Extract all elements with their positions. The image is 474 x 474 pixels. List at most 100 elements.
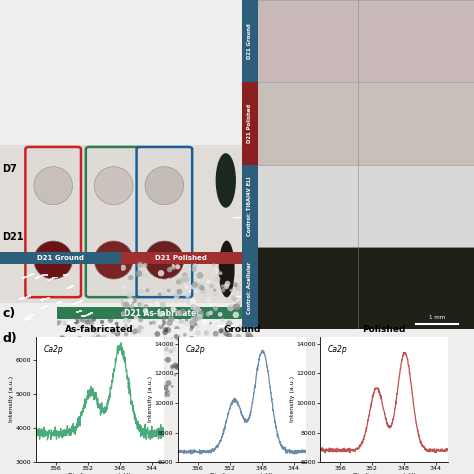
Bar: [59, 301, 62, 303]
Bar: [39, 299, 43, 301]
Point: [201, 143, 208, 150]
Bar: [66, 273, 69, 275]
Bar: [29, 315, 32, 317]
Ellipse shape: [145, 167, 184, 205]
Point: [219, 250, 226, 258]
Point: [249, 173, 257, 181]
Bar: [242, 0, 258, 82]
Bar: [69, 286, 72, 288]
Point: [358, 202, 365, 210]
Bar: [42, 274, 46, 276]
Point: [440, 49, 447, 57]
Bar: [35, 277, 38, 279]
Bar: [71, 303, 73, 305]
Bar: [40, 275, 43, 277]
Point: [338, 201, 346, 209]
Bar: [27, 316, 29, 318]
Bar: [22, 277, 25, 279]
Point: [372, 0, 380, 7]
Bar: [242, 82, 258, 165]
Bar: [28, 318, 31, 319]
Bar: [29, 274, 32, 276]
Point: [330, 329, 338, 337]
Bar: [68, 321, 71, 323]
Ellipse shape: [216, 153, 236, 208]
Point: [285, 338, 293, 346]
Point: [207, 174, 214, 182]
Bar: [64, 274, 66, 276]
Ellipse shape: [94, 167, 133, 205]
Bar: [21, 298, 24, 300]
Point: [259, 83, 266, 91]
Bar: [75, 302, 78, 304]
Bar: [42, 299, 45, 301]
Text: D7: D7: [2, 164, 17, 173]
FancyBboxPatch shape: [26, 147, 81, 297]
Y-axis label: Intensity (a.u.): Intensity (a.u.): [9, 376, 14, 422]
Point: [223, 256, 230, 264]
Bar: [24, 317, 27, 319]
FancyBboxPatch shape: [137, 147, 192, 297]
Bar: [91, 312, 93, 314]
Point: [355, 276, 363, 284]
Y-axis label: Intensity (a.u.): Intensity (a.u.): [148, 376, 153, 422]
Bar: [18, 298, 21, 300]
Title: As-fabricated: As-fabricated: [65, 325, 134, 334]
Text: D21: D21: [2, 231, 24, 242]
Bar: [73, 320, 76, 322]
Text: D21 Ground: D21 Ground: [37, 255, 84, 261]
Point: [341, 117, 349, 124]
Bar: [81, 315, 84, 318]
Text: Ca2p: Ca2p: [43, 346, 63, 355]
Point: [381, 66, 389, 74]
Text: Ca2p: Ca2p: [328, 346, 347, 355]
Point: [449, 229, 457, 237]
Bar: [73, 303, 76, 305]
Point: [238, 191, 246, 198]
Text: Ca2p: Ca2p: [185, 346, 205, 355]
Bar: [27, 275, 30, 277]
Bar: [83, 315, 86, 317]
Point: [291, 21, 298, 29]
Point: [409, 74, 416, 82]
Text: D21 Ground: D21 Ground: [247, 23, 252, 59]
Ellipse shape: [145, 241, 184, 279]
Point: [179, 43, 186, 50]
Bar: [55, 276, 58, 279]
Point: [222, 209, 230, 216]
Bar: [66, 287, 70, 289]
Bar: [47, 279, 50, 281]
Bar: [45, 298, 47, 300]
Bar: [86, 314, 89, 316]
Bar: [76, 311, 79, 313]
Point: [199, 39, 207, 46]
Bar: [56, 302, 59, 304]
Point: [472, 130, 474, 137]
Bar: [23, 319, 27, 321]
Point: [430, 252, 438, 260]
Point: [401, 119, 409, 127]
Bar: [88, 313, 91, 315]
Title: Ground: Ground: [223, 325, 260, 334]
Bar: [242, 247, 258, 329]
Point: [278, 74, 285, 82]
Point: [383, 149, 391, 157]
Point: [346, 60, 354, 68]
Bar: [37, 276, 40, 278]
Bar: [23, 297, 27, 299]
Bar: [31, 273, 35, 275]
Point: [226, 66, 233, 73]
Bar: [46, 305, 49, 307]
Title: Polished: Polished: [362, 325, 406, 334]
Point: [226, 226, 234, 234]
Point: [325, 319, 332, 327]
Bar: [78, 301, 81, 303]
Point: [170, 282, 178, 289]
Text: D21 Polished: D21 Polished: [155, 255, 207, 261]
Bar: [26, 319, 29, 320]
Bar: [65, 322, 69, 324]
Point: [395, 1, 403, 9]
Point: [303, 332, 310, 339]
Text: c): c): [2, 308, 16, 320]
FancyBboxPatch shape: [86, 147, 141, 297]
